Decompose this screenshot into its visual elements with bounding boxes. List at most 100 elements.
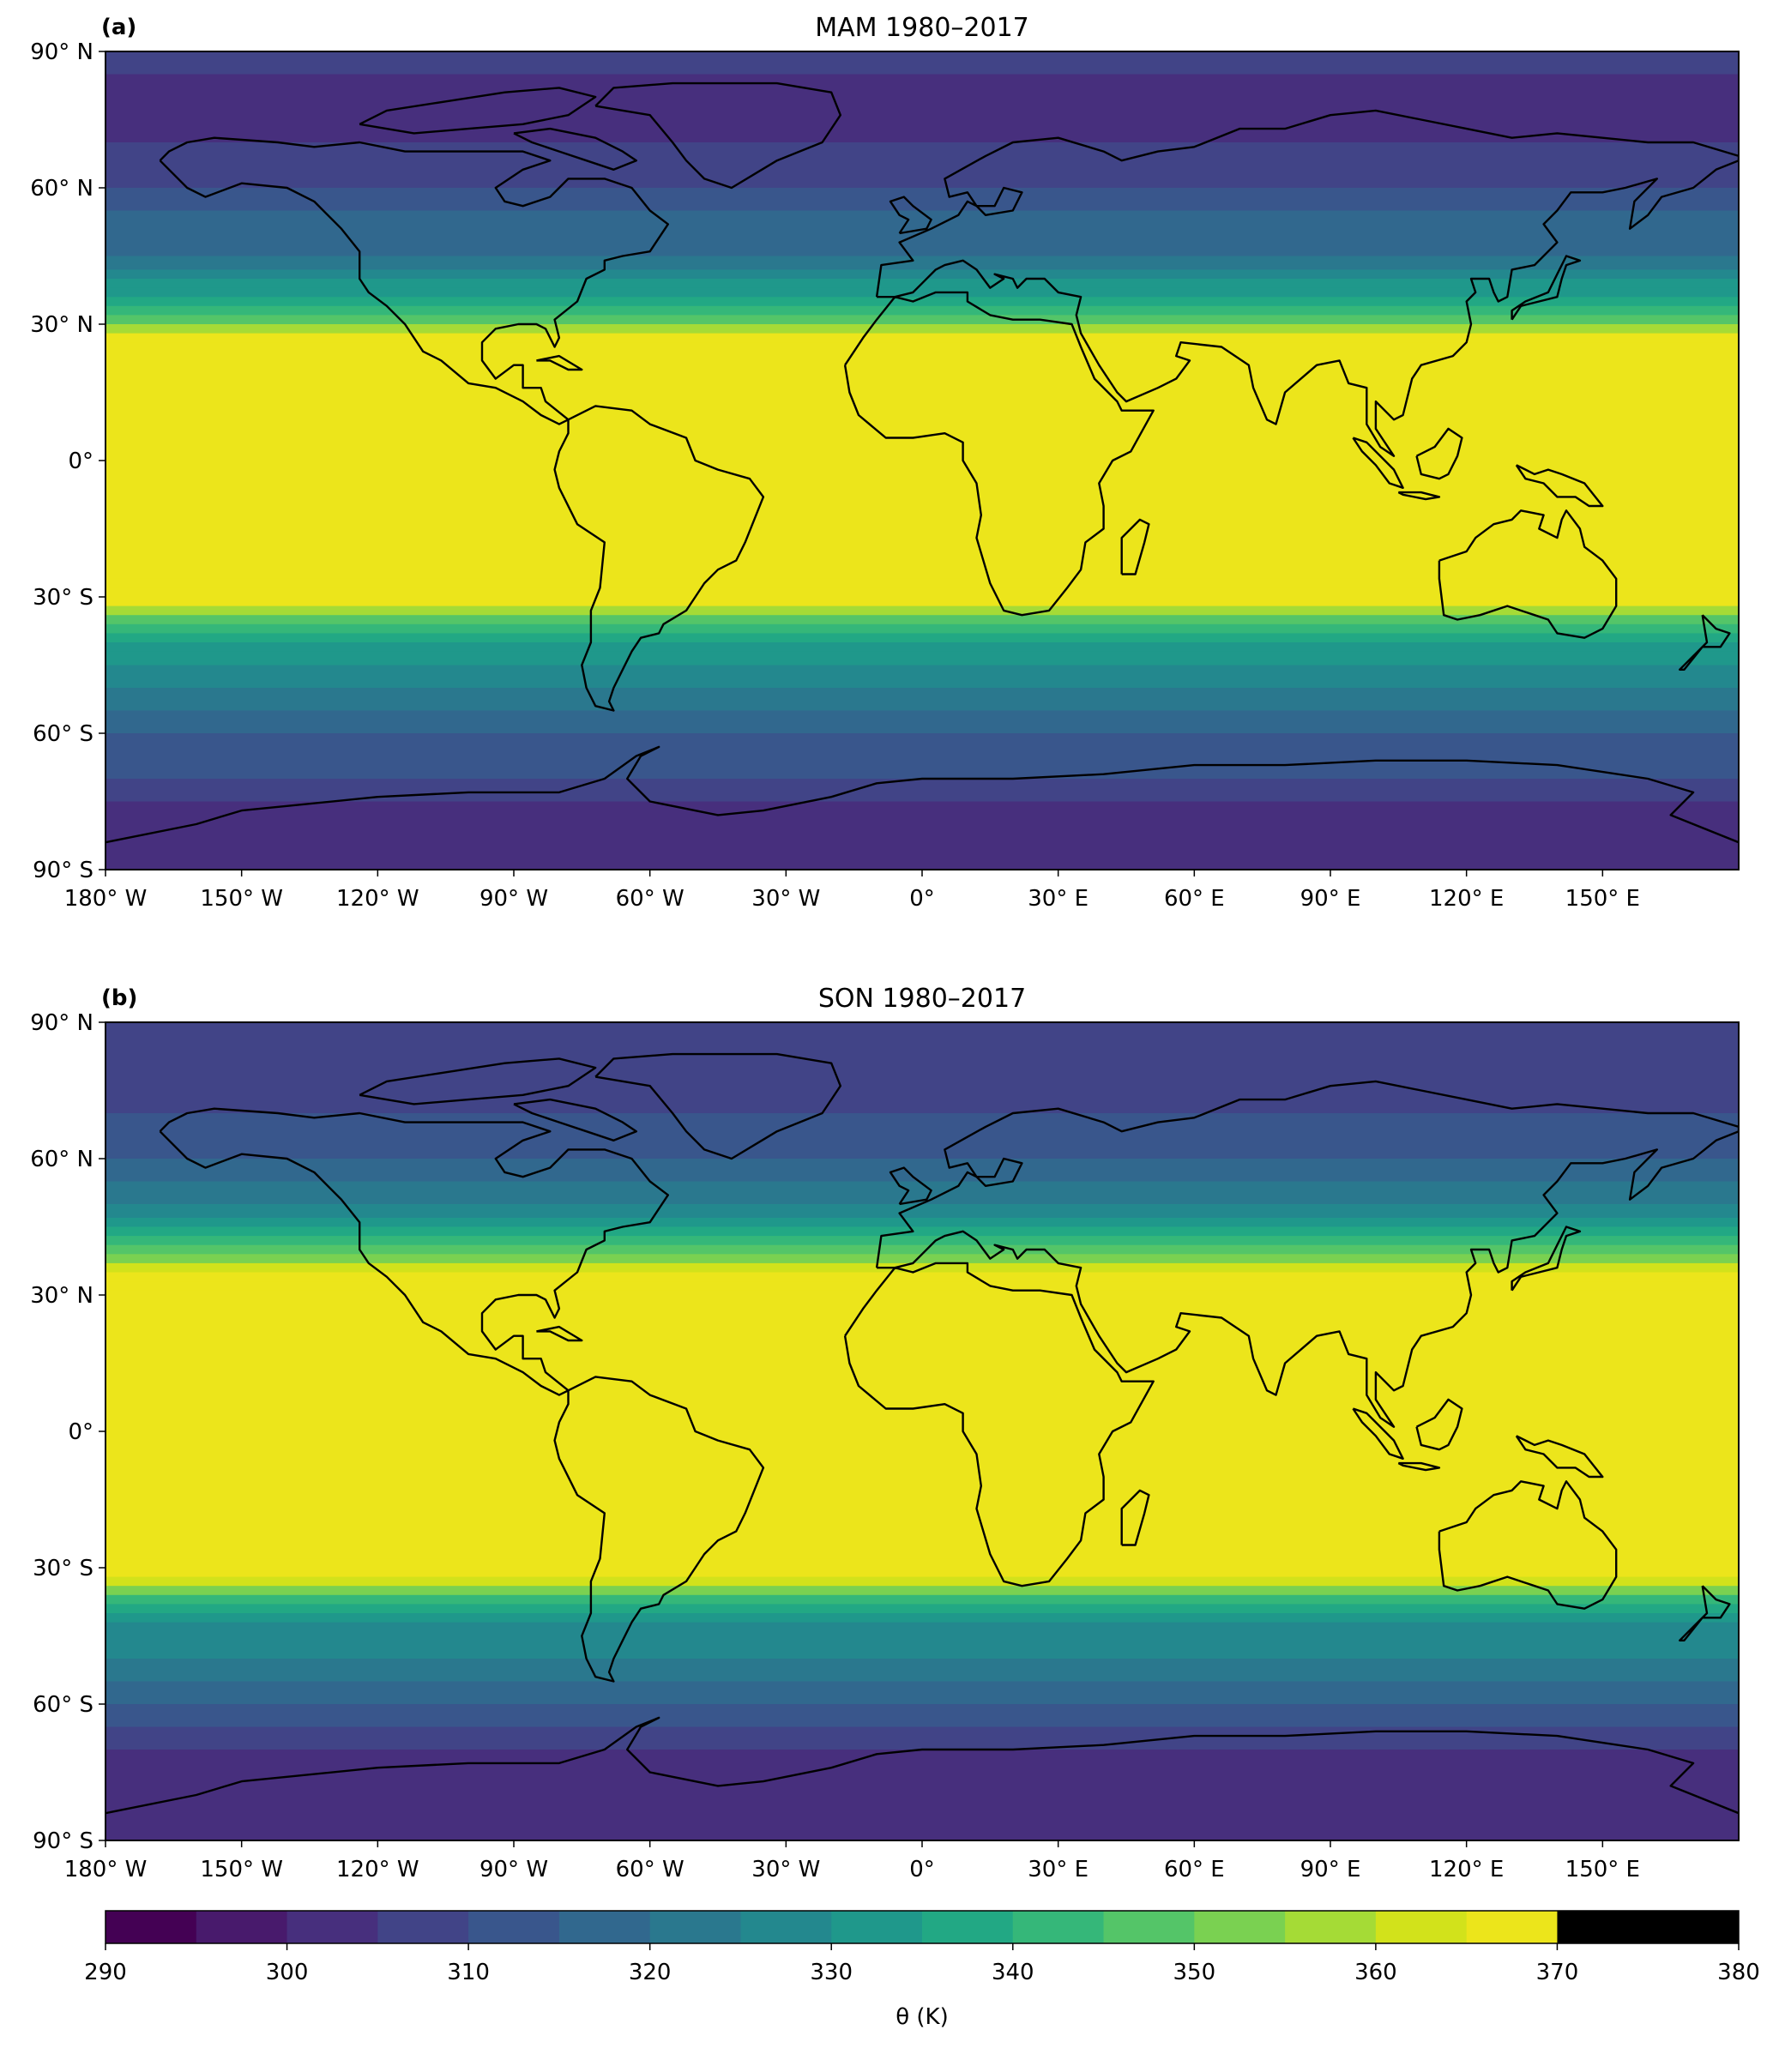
theta-band <box>106 119 1739 143</box>
cuba-coast <box>536 354 583 371</box>
theta-band <box>106 597 1739 607</box>
theta-band <box>106 315 1739 325</box>
theta-band <box>106 165 1739 189</box>
theta-band <box>106 1522 1739 1559</box>
panel-a-tag: (a) <box>101 15 136 40</box>
theta-band <box>106 1068 1739 1092</box>
theta-band <box>106 188 1739 212</box>
lon-tick-label: 30° E <box>1028 1857 1089 1882</box>
theta-band <box>106 756 1739 780</box>
theta-band <box>106 269 1739 280</box>
lat-tick-label: 30° S <box>33 585 93 611</box>
theta-band <box>106 1295 1739 1341</box>
colorbar-cell <box>1466 1911 1558 1943</box>
colorbar-cell <box>1285 1911 1377 1943</box>
great-britain-coast <box>889 1166 932 1206</box>
new-guinea-coast <box>1515 1435 1604 1479</box>
theta-band <box>106 1272 1739 1282</box>
theta-band <box>106 623 1739 634</box>
colorbar: 290 300 310 320 330 340 350 360 370 380 θ (K) <box>84 1910 1760 2030</box>
south-america-coast <box>553 405 765 712</box>
lon-tick-label: 60° W <box>616 1857 684 1882</box>
theta-band <box>106 1113 1739 1137</box>
theta-band <box>106 97 1739 121</box>
eurasia-coast <box>875 109 1739 457</box>
lat-tick-label: 30° N <box>30 312 93 338</box>
colorbar-cell <box>377 1911 469 1943</box>
panel-b-title: SON 1980–2017 <box>818 984 1026 1014</box>
theta-band <box>106 1635 1739 1659</box>
theta-band <box>106 779 1739 803</box>
lat-tick-label: 60° N <box>30 176 93 202</box>
lat-tick-label: 30° S <box>33 1556 93 1581</box>
colorbar-cell <box>1012 1911 1105 1943</box>
japan-coast <box>1511 255 1582 321</box>
colorbar-tick-label: 380 <box>1717 1960 1760 1985</box>
antarctica-coast <box>106 745 1739 844</box>
theta-band <box>106 1817 1739 1840</box>
theta-band <box>106 1431 1739 1523</box>
theta-band <box>106 651 1739 666</box>
lon-tick-label: 120° W <box>336 886 419 912</box>
lat-tick-label: 30° N <box>30 1283 93 1309</box>
theta-band <box>106 256 1739 270</box>
colorbar-cell <box>1194 1911 1286 1943</box>
panel-a-theta-field <box>106 51 1739 870</box>
colorbar-cells <box>106 1911 1740 1943</box>
theta-band <box>106 824 1739 848</box>
eurasia-coast <box>875 1080 1739 1428</box>
panel-a-coastlines <box>106 81 1739 844</box>
colorbar-cell <box>1103 1911 1195 1943</box>
lon-tick-label: 30° E <box>1028 886 1089 912</box>
theta-band <box>106 710 1739 734</box>
lon-tick-label: 90° E <box>1300 1857 1361 1882</box>
theta-band <box>106 287 1739 298</box>
cuba-coast <box>536 1325 583 1342</box>
borneo-coast <box>1415 1398 1463 1451</box>
theta-band <box>106 733 1739 757</box>
new-zealand-coast <box>1679 1585 1731 1641</box>
colorbar-tick-label: 360 <box>1354 1960 1397 1985</box>
africa-coast <box>843 291 1155 617</box>
lon-tick-label: 90° W <box>479 886 548 912</box>
theta-band <box>106 1594 1739 1605</box>
baffin-island <box>513 1098 637 1141</box>
colorbar-cell <box>831 1911 923 1943</box>
theta-band <box>106 1681 1739 1705</box>
lon-tick-label: 0° <box>909 886 935 912</box>
sumatra-coast <box>1352 1407 1404 1460</box>
japan-coast <box>1511 1226 1582 1292</box>
lon-tick-label: 0° <box>909 1857 935 1882</box>
panel-b-lon-axis: 180° W 150° W 120° W 90° W 60° W 30° W 0° 30° E… <box>64 1840 1640 1882</box>
theta-band <box>106 1622 1739 1637</box>
theta-band <box>106 633 1739 643</box>
theta-band <box>106 1217 1739 1228</box>
panel-b-theta-field <box>106 1022 1739 1840</box>
colorbar-label: θ (K) <box>896 2004 949 2030</box>
panel-a-lat-axis: 90° N 60° N 30° N 0° 30° S 60° S 90° S <box>30 39 106 883</box>
panel-b-tag: (b) <box>101 985 137 1011</box>
south-america-coast <box>553 1376 765 1683</box>
theta-band <box>106 1045 1739 1069</box>
theta-band <box>106 342 1739 370</box>
theta-band <box>106 370 1739 461</box>
theta-band <box>106 1090 1739 1114</box>
theta-band <box>106 665 1739 689</box>
theta-band <box>106 305 1739 316</box>
great-britain-coast <box>889 196 932 235</box>
theta-band <box>106 1281 1739 1292</box>
panel-b: (b) SON 1980–2017 90° N 60° N 30° N 0° 30° S… <box>30 984 1740 1882</box>
madagascar-coast <box>1120 518 1150 575</box>
colorbar-cell <box>1648 1911 1740 1943</box>
theta-band <box>106 605 1739 616</box>
new-zealand-coast <box>1679 614 1731 671</box>
lon-tick-label: 150° W <box>200 1857 283 1882</box>
java-coast <box>1397 491 1441 501</box>
theta-band <box>106 1704 1739 1728</box>
lon-tick-label: 30° W <box>751 1857 820 1882</box>
north-america-coast <box>159 1107 669 1396</box>
panel-a-title: MAM 1980–2017 <box>815 13 1029 43</box>
panel-b-lat-axis: 90° N 60° N 30° N 0° 30° S 60° S 90° S <box>30 1010 106 1854</box>
theta-band <box>106 1022 1739 1046</box>
